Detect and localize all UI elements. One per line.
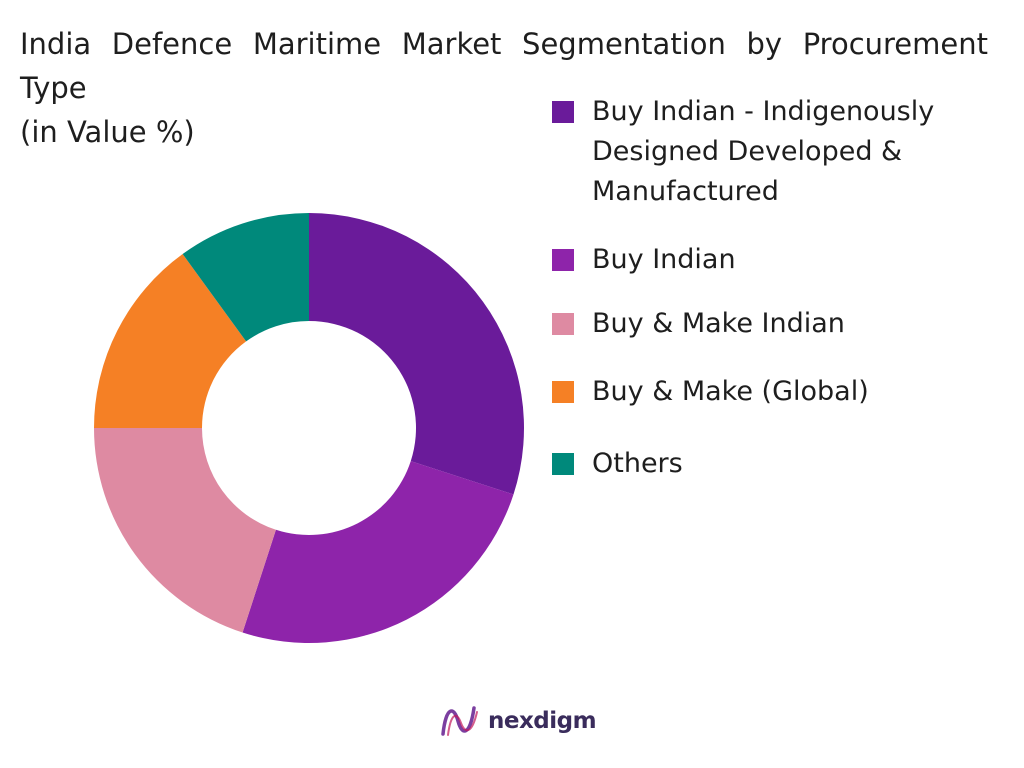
legend-swatch: [552, 313, 574, 335]
legend-swatch: [552, 453, 574, 475]
donut-slice-1: [309, 213, 525, 495]
legend-item: Buy & Make (Global): [552, 372, 1002, 412]
nexdigm-logo: nexdigm: [440, 704, 597, 738]
legend-label: Buy Indian - Indigenously Designed Devel…: [592, 96, 935, 207]
donut-slice-4: [94, 254, 247, 428]
legend-label: Others: [592, 448, 683, 479]
legend-label: Buy & Make Indian: [592, 308, 845, 339]
donut-slice-2: [242, 461, 514, 643]
legend-swatch: [552, 249, 574, 271]
legend-item: Buy Indian: [552, 240, 1002, 280]
legend-swatch: [552, 381, 574, 403]
chart-subtitle: (in Value %): [20, 115, 195, 149]
legend-label: Buy Indian: [592, 244, 736, 275]
donut-slice-5: [182, 213, 309, 342]
legend-label: Buy & Make (Global): [592, 376, 869, 407]
donut-chart: [94, 213, 525, 643]
chart-title: India Defence Maritime Market Segmentati…: [20, 27, 988, 105]
legend-item: Others: [552, 444, 1002, 484]
nexdigm-logo-text: nexdigm: [488, 708, 597, 734]
nexdigm-logo-icon: [441, 706, 478, 736]
donut-slice-3: [94, 428, 276, 633]
legend-item: Buy Indian - Indigenously Designed Devel…: [552, 92, 1002, 212]
legend-item: Buy & Make Indian: [552, 304, 1002, 344]
legend-swatch: [552, 101, 574, 123]
